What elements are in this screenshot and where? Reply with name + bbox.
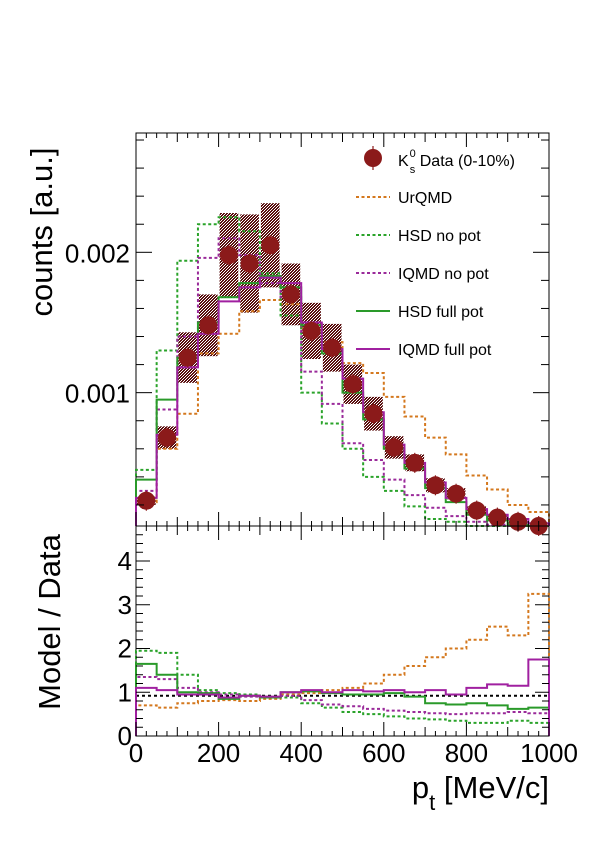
legend-entry-iqmd-no-pot: IQMD no pot [356, 266, 489, 283]
data-points [137, 235, 548, 536]
data-point-10 [343, 375, 362, 394]
ratio-curve-iqmd-full-pot [135, 658, 550, 736]
ratio-x-axis: 0 200 400 600 800 1000 [129, 526, 578, 768]
ratio-curves [135, 592, 550, 736]
legend-data-text: Data (0-10%) [415, 153, 515, 170]
x-axis-label-unit: [MeV/c] [435, 770, 549, 805]
data-point-11 [364, 404, 383, 423]
x-tick-label: 1000 [520, 738, 578, 768]
data-point-13 [405, 453, 424, 472]
legend-model-entries: UrQMD HSD no pot IQMD no pot HSD full pot IQ… [356, 190, 492, 359]
legend-entry-urqmd: UrQMD [356, 190, 452, 207]
x-tick-label: 200 [197, 738, 240, 768]
legend-label: HSD no pot [398, 228, 481, 245]
ratio-curve-urqmd [135, 592, 550, 736]
data-point-14 [426, 476, 445, 495]
data-point-3 [199, 316, 218, 335]
ratio-y-tick-label: 4 [118, 546, 132, 576]
spectrum-y-tick-label: 0.001 [65, 379, 130, 409]
data-point-7 [281, 285, 300, 304]
spectrum-y-axis: 0.001 0.002 [65, 139, 549, 506]
spectrum-x-axis-ticks [135, 133, 550, 526]
spectrum-y-tick-label: 0.002 [65, 238, 130, 268]
legend-label: IQMD full pot [398, 342, 492, 359]
data-point-12 [385, 438, 404, 457]
data-point-1 [157, 428, 176, 447]
ratio-y-tick-label: 3 [118, 590, 132, 620]
x-tick-label: 400 [280, 738, 323, 768]
legend-label: HSD full pot [398, 304, 484, 321]
ratio-y-tick-label: 1 [118, 677, 132, 707]
x-tick-label: 800 [445, 738, 488, 768]
ratio-panel: 0 1 2 3 4 0 200 400 600 800 1000 Model / Data pt … [32, 525, 578, 815]
legend: K0 s Data (0-10%) UrQMD HSD no pot IQMD no … [356, 146, 515, 359]
legend-label: IQMD no pot [398, 266, 489, 283]
data-point-15 [447, 484, 466, 503]
ratio-curve-hsd-no-pot [135, 649, 550, 736]
legend-data-subscript: s [410, 164, 416, 176]
legend-data-label: K0 s Data (0-10%) [398, 148, 515, 176]
ratio-curve-iqmd-no-pot [135, 675, 550, 736]
x-axis-label: pt [MeV/c] [412, 770, 549, 815]
data-point-0 [137, 491, 156, 510]
ratio-y-tick-label: 2 [118, 634, 132, 664]
legend-entry-iqmd-full-pot: IQMD full pot [356, 342, 492, 359]
ratio-y-axis: 0 1 2 3 4 [118, 534, 549, 751]
data-point-9 [323, 338, 342, 357]
data-point-16 [467, 501, 486, 520]
data-point-17 [488, 508, 507, 527]
data-point-4 [219, 246, 238, 265]
data-point-5 [240, 254, 259, 273]
spectrum-y-axis-label: counts [a.u.] [24, 148, 59, 317]
curve-iqmd-full-pot [135, 276, 550, 526]
legend-data-symbol: K [398, 153, 409, 170]
legend-label: UrQMD [398, 190, 452, 207]
ratio-y-axis-label: Model / Data [32, 533, 67, 710]
legend-data-superscript: 0 [410, 148, 416, 160]
data-point-8 [302, 321, 321, 340]
spectrum-panel: 0.001 0.002 counts [a.u.] K0 s Data (0-10%… [24, 132, 550, 536]
x-tick-label: 0 [129, 738, 143, 768]
ratio-y-tick-label: 0 [118, 721, 132, 751]
data-point-2 [178, 348, 197, 367]
x-tick-label: 600 [362, 738, 405, 768]
legend-entry-hsd-no-pot: HSD no pot [356, 228, 481, 245]
legend-entry-hsd-full-pot: HSD full pot [356, 304, 484, 321]
data-point-6 [261, 236, 280, 255]
model-curves [135, 216, 550, 527]
legend-entry-data: K0 s Data (0-10%) [364, 146, 515, 176]
x-axis-label-symbol: p [412, 770, 429, 805]
x-axis-label-subscript: t [429, 790, 435, 815]
